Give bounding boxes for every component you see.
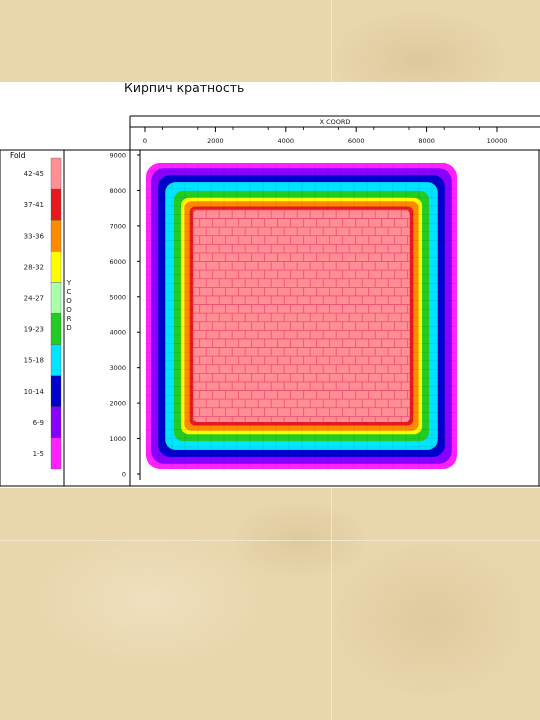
y-axis-letter: O	[66, 306, 72, 314]
legend-label: 19-23	[24, 326, 44, 334]
fold-legend: Fold 42-45 37-41 33-36 28-32 24-27 19-23 15-18 1…	[10, 151, 72, 470]
legend-label: 28-32	[24, 263, 44, 271]
x-tick-label: 4000	[278, 137, 295, 145]
chart-axes: X COORD 0 2000 4000 6000 8000 10000 0 1000 2000 30…	[109, 118, 540, 480]
legend-label: 37-41	[24, 201, 44, 209]
y-tick-label: 8000	[109, 187, 126, 195]
y-tick-label: 7000	[109, 222, 126, 230]
legend-label: 1-5	[33, 450, 44, 458]
y-tick-label: 1000	[109, 435, 126, 443]
legend-swatch	[50, 251, 62, 283]
y-axis-letter: O	[66, 297, 72, 305]
x-tick-label: 2000	[207, 137, 224, 145]
fold-zone	[193, 209, 410, 423]
background-texture-horizontal-line	[0, 540, 540, 541]
legend-swatch	[50, 157, 62, 190]
y-tick-label: 3000	[109, 364, 126, 372]
chart-title: Кирпич кратность	[124, 80, 245, 95]
legend-swatch	[50, 344, 62, 376]
legend-label: 10-14	[24, 388, 45, 396]
chart-frame	[0, 115, 540, 487]
x-tick-label: 8000	[418, 137, 435, 145]
legend-label: 24-27	[24, 294, 44, 302]
y-tick-label: 9000	[109, 152, 126, 160]
y-tick-label: 5000	[109, 293, 126, 301]
y-axis-letter: Y	[66, 279, 72, 287]
legend-label: 6-9	[33, 419, 44, 427]
fold-map	[145, 162, 457, 469]
y-axis-letter: R	[67, 315, 72, 323]
y-axis-letter: D	[66, 324, 71, 332]
legend-swatch	[50, 313, 62, 345]
y-tick-label: 2000	[109, 400, 126, 408]
legend-swatch	[50, 375, 62, 407]
y-tick-label: 6000	[109, 258, 126, 266]
x-tick-label: 10000	[487, 137, 508, 145]
x-tick-label: 6000	[348, 137, 365, 145]
legend-header: Fold	[10, 151, 26, 160]
legend-label: 15-18	[24, 357, 44, 365]
legend-swatch	[50, 282, 62, 314]
legend-swatch	[50, 437, 62, 470]
x-tick-label: 0	[143, 137, 147, 145]
legend-label: 33-36	[24, 232, 45, 240]
legend-label: 42-45	[24, 170, 44, 178]
y-axis-letter: C	[67, 288, 72, 296]
y-tick-label: 4000	[109, 329, 126, 337]
legend-swatch	[50, 220, 62, 252]
y-tick-label: 0	[122, 471, 126, 479]
legend-swatch	[50, 188, 62, 221]
x-axis-label: X COORD	[320, 118, 351, 126]
legend-swatch	[50, 406, 62, 439]
